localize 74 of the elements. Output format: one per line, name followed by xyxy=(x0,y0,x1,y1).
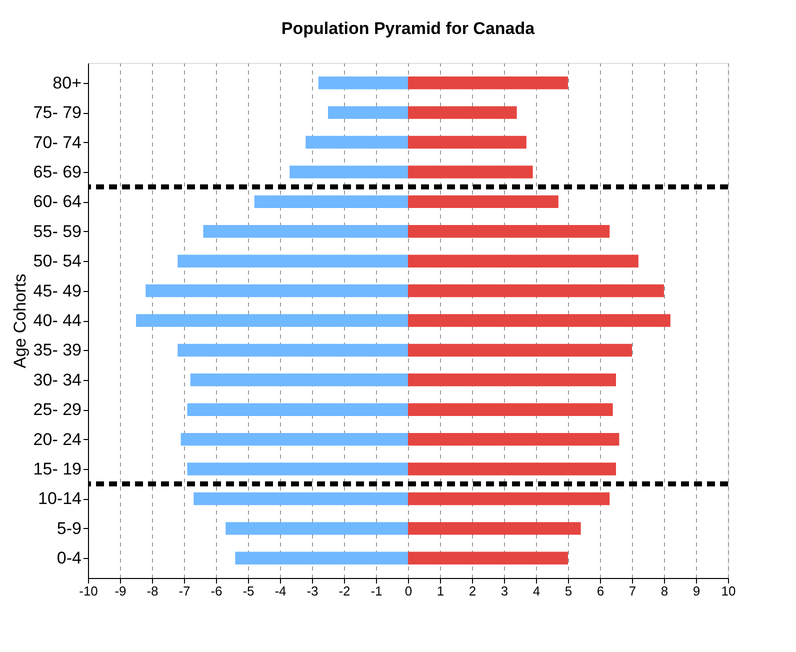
x-tick-label: 4 xyxy=(532,584,540,598)
bar xyxy=(187,403,408,416)
y-tick-label: 5-9 xyxy=(56,518,82,538)
bar xyxy=(408,225,610,238)
y-tick-label: 65- 69 xyxy=(33,162,82,182)
bar xyxy=(408,314,670,327)
y-tick-label: 35- 39 xyxy=(33,340,82,360)
bar xyxy=(408,76,568,90)
bar xyxy=(318,76,408,90)
bar xyxy=(408,462,616,476)
x-tick-label: -9 xyxy=(114,584,126,598)
bar xyxy=(178,254,408,268)
y-tick-label: 75- 79 xyxy=(33,103,82,122)
bar xyxy=(408,374,616,386)
x-tick-label: 8 xyxy=(660,584,668,598)
x-tick-label: -4 xyxy=(274,584,286,598)
bar xyxy=(408,522,581,535)
bar xyxy=(408,344,632,357)
y-tick-label: 40- 44 xyxy=(33,311,82,330)
x-tick-label: 3 xyxy=(500,584,508,598)
bar xyxy=(187,462,408,476)
x-tick-label: 6 xyxy=(596,584,604,598)
y-tick-label: 50- 54 xyxy=(33,252,82,271)
x-tick-label: 9 xyxy=(692,584,700,598)
bar xyxy=(408,195,558,208)
bar xyxy=(178,344,408,357)
x-tick-label: -2 xyxy=(338,584,350,598)
bar xyxy=(408,254,638,268)
y-tick-label: 20- 24 xyxy=(33,430,82,449)
x-tick-label: 2 xyxy=(468,584,476,598)
bar xyxy=(408,166,533,178)
y-tick-label: 55- 59 xyxy=(33,222,82,241)
bar xyxy=(190,374,408,386)
y-tick-label: 70- 74 xyxy=(33,132,82,152)
bar xyxy=(408,552,568,565)
x-tick-label: -1 xyxy=(370,584,382,598)
x-tick-label: -7 xyxy=(178,584,190,598)
bar xyxy=(194,492,408,506)
x-tick-label: 10 xyxy=(721,584,736,598)
bar xyxy=(408,284,664,298)
bar xyxy=(408,403,613,416)
bar xyxy=(408,106,517,119)
x-tick-label: 1 xyxy=(436,584,444,598)
y-tick-label: 25- 29 xyxy=(33,400,82,420)
x-tick-label: -10 xyxy=(79,584,98,598)
x-tick-label: -6 xyxy=(210,584,222,598)
bar xyxy=(254,195,408,208)
bar xyxy=(408,492,610,506)
bar xyxy=(408,432,620,446)
y-tick-label: 10-14 xyxy=(38,489,82,508)
x-tick-label: 0 xyxy=(404,584,412,598)
bar xyxy=(136,314,408,327)
y-tick-label: 45- 49 xyxy=(33,281,82,300)
bar xyxy=(328,106,408,119)
y-tick-label: 60- 64 xyxy=(33,192,82,212)
y-axis-title: Age Cohorts xyxy=(10,274,30,368)
bar xyxy=(290,166,408,178)
bar xyxy=(180,432,408,446)
bar xyxy=(203,225,408,238)
y-tick-label: 80+ xyxy=(52,73,82,92)
bar xyxy=(146,284,408,298)
x-tick-label: 7 xyxy=(628,584,636,598)
bar xyxy=(235,552,408,565)
bar xyxy=(306,136,408,149)
x-tick-label: 5 xyxy=(564,584,572,598)
bar xyxy=(408,136,526,149)
x-tick-label: -3 xyxy=(306,584,318,598)
chart-title: Population Pyramid for Canada xyxy=(281,19,536,38)
y-tick-label: 15- 19 xyxy=(33,460,82,479)
x-tick-label: -8 xyxy=(146,584,158,598)
bar xyxy=(226,522,408,535)
y-tick-label: 30- 34 xyxy=(33,370,82,390)
y-tick-label: 0-4 xyxy=(56,548,82,568)
x-tick-label: -5 xyxy=(242,584,254,598)
